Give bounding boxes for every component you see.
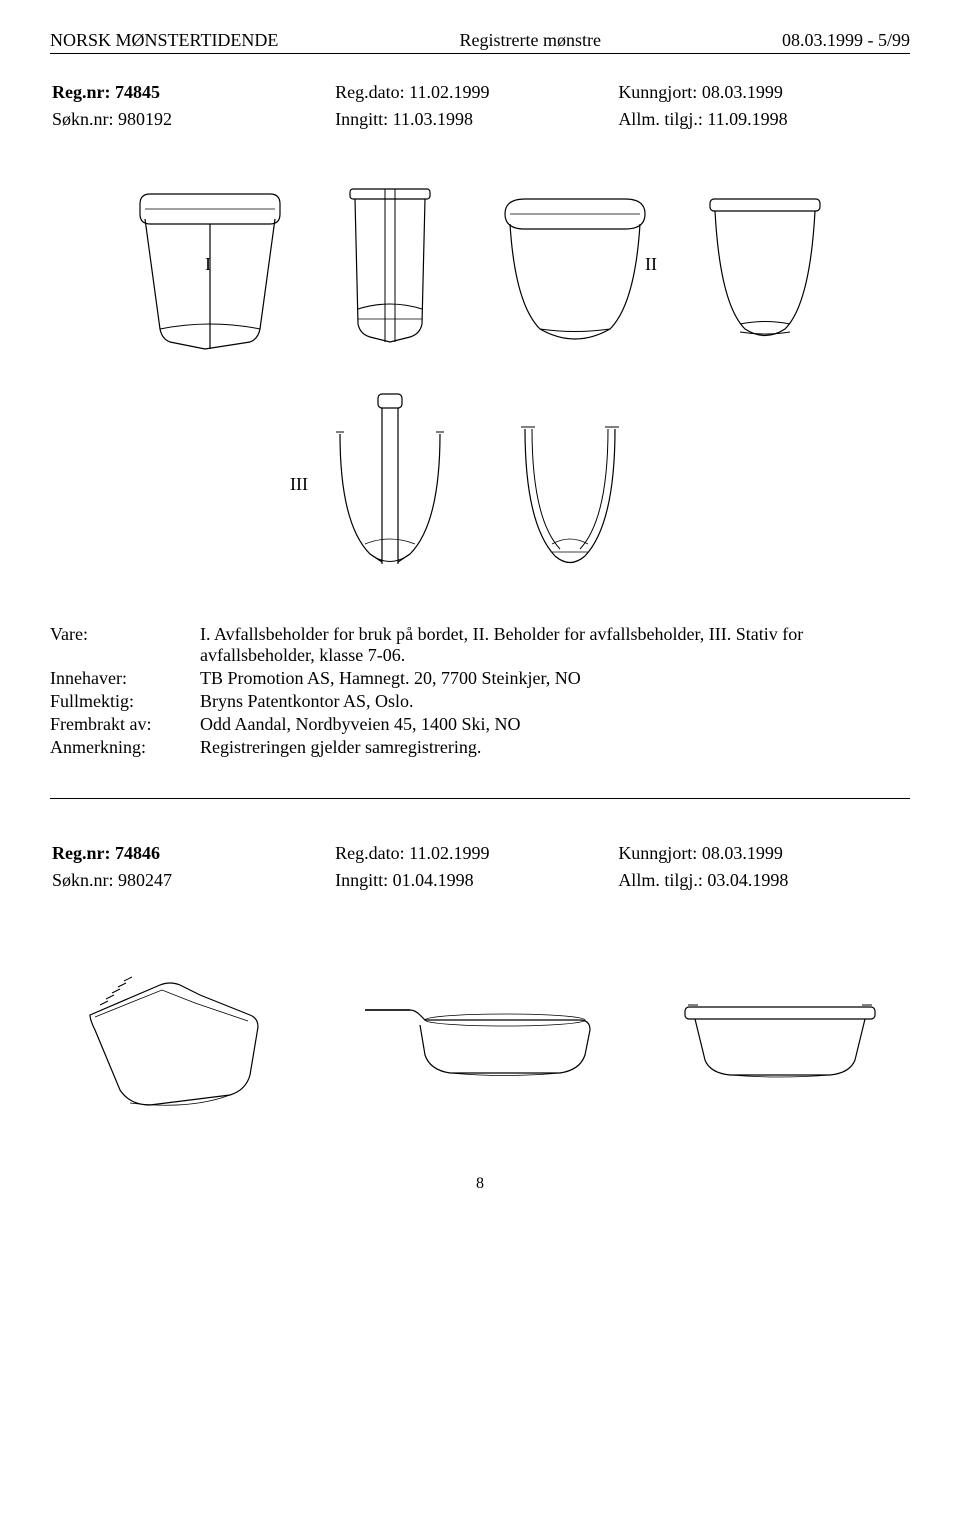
- inngitt2-label: Inngitt:: [335, 870, 388, 890]
- anmerkning-label: Anmerkning:: [50, 737, 200, 758]
- separator: [50, 798, 910, 799]
- regdato-value: 11.02.1999: [409, 82, 489, 102]
- regnr-value: 74845: [115, 82, 160, 102]
- figure-II-a: [480, 174, 670, 354]
- frembrakt-label: Frembrakt av:: [50, 714, 200, 735]
- figure2-a: [70, 955, 310, 1115]
- entry1-meta: Reg.nr: 74845 Reg.dato: 11.02.1999 Kunng…: [50, 78, 910, 134]
- regdato2-value: 11.02.1999: [409, 843, 489, 863]
- vare-value: I. Avfallsbeholder for bruk på bordet, I…: [200, 624, 910, 666]
- regdato-label: Reg.dato:: [335, 82, 405, 102]
- vare-label: Vare:: [50, 624, 200, 645]
- fullmektig-label: Fullmektig:: [50, 691, 200, 712]
- kunngjort2-label: Kunngjort:: [618, 843, 697, 863]
- regdato2-label: Reg.dato:: [335, 843, 405, 863]
- entry1-figures: I II: [50, 174, 910, 584]
- fullmektig-value: Bryns Patentkontor AS, Oslo.: [200, 691, 910, 712]
- figure-I-b: [320, 174, 460, 354]
- entry2-meta: Reg.nr: 74846 Reg.dato: 11.02.1999 Kunng…: [50, 839, 910, 895]
- kunngjort-value: 08.03.1999: [702, 82, 783, 102]
- page-header: NORSK MØNSTERTIDENDE Registrerte mønstre…: [50, 30, 910, 54]
- figure-label-I: I: [205, 254, 211, 275]
- regnr-label: Reg.nr:: [52, 82, 110, 102]
- inngitt-value: 11.03.1998: [393, 109, 473, 129]
- figure2-c: [670, 985, 890, 1085]
- allmtilgj2-label: Allm. tilgj.:: [618, 870, 703, 890]
- allmtilgj2-value: 03.04.1998: [707, 870, 788, 890]
- soknnr2-value: 980247: [118, 870, 172, 890]
- soknnr2-label: Søkn.nr:: [52, 870, 114, 890]
- regnr2-label: Reg.nr:: [52, 843, 110, 863]
- figure-II-b: [690, 174, 840, 354]
- soknnr-label: Søkn.nr:: [52, 109, 114, 129]
- anmerkning-value: Registreringen gjelder samregistrering.: [200, 737, 910, 758]
- inngitt-label: Inngitt:: [335, 109, 388, 129]
- header-right: 08.03.1999 - 5/99: [782, 30, 910, 51]
- soknnr-value: 980192: [118, 109, 172, 129]
- entry1-details: Vare: I. Avfallsbeholder for bruk på bor…: [50, 624, 910, 758]
- figure2-b: [350, 985, 630, 1085]
- entry2-figures: [50, 955, 910, 1115]
- innehaver-label: Innehaver:: [50, 668, 200, 689]
- figure-III-a: [310, 384, 470, 584]
- figure-label-III: III: [290, 474, 308, 495]
- innehaver-value: TB Promotion AS, Hamnegt. 20, 7700 Stein…: [200, 668, 910, 689]
- inngitt2-value: 01.04.1998: [393, 870, 474, 890]
- figure-III-b: [490, 384, 650, 584]
- header-center: Registrerte mønstre: [459, 30, 600, 51]
- kunngjort-label: Kunngjort:: [618, 82, 697, 102]
- allmtilgj-label: Allm. tilgj.:: [618, 109, 703, 129]
- figure-label-II: II: [645, 254, 657, 275]
- frembrakt-value: Odd Aandal, Nordbyveien 45, 1400 Ski, NO: [200, 714, 910, 735]
- header-left: NORSK MØNSTERTIDENDE: [50, 30, 278, 51]
- regnr2-value: 74846: [115, 843, 160, 863]
- kunngjort2-value: 08.03.1999: [702, 843, 783, 863]
- allmtilgj-value: 11.09.1998: [707, 109, 787, 129]
- page-number: 8: [50, 1175, 910, 1193]
